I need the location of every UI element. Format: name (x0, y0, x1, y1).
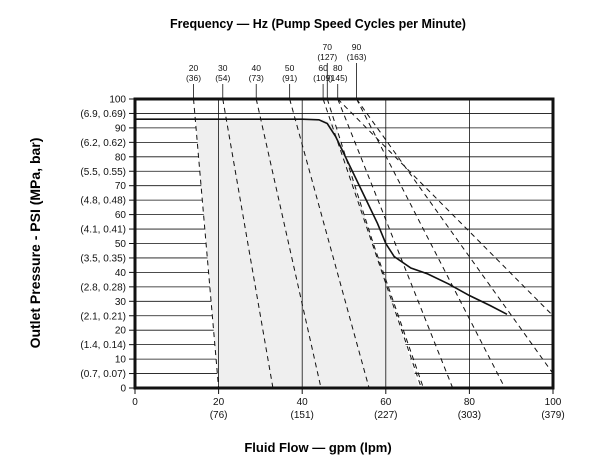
frequency-line (193, 98, 220, 389)
y-tick-label: 10 (115, 355, 127, 366)
frequency-cpm-label: (54) (215, 73, 230, 83)
y-tick-label: (4.1, 0.41) (80, 225, 126, 236)
x-tick-sublabel: (303) (458, 410, 481, 421)
frequency-line (322, 98, 422, 389)
frequency-lines (193, 98, 554, 389)
y-tick-label: 60 (115, 210, 127, 221)
chart-title: Frequency — Hz (Pump Speed Cycles per Mi… (170, 17, 466, 31)
frequency-line (255, 98, 322, 389)
grid-lines-overlay (218, 99, 470, 388)
x-tick-label: 40 (297, 397, 309, 408)
frequency-hz-label: 30 (218, 63, 228, 73)
frequency-cpm-label: (127) (317, 52, 337, 62)
x-tick-label: 100 (545, 397, 562, 408)
y-tick-label: 20 (115, 326, 127, 337)
y-axis-ticks: 100(6.9, 0.69)90(6.2, 0.62)80(5.5, 0.55)… (80, 95, 135, 395)
x-axis-title: Fluid Flow — gpm (lpm) (244, 440, 391, 455)
x-tick-label: 80 (464, 397, 476, 408)
frequency-hz-label: 70 (323, 42, 333, 52)
frequency-cpm-label: (36) (186, 73, 201, 83)
y-tick-label: (1.4, 0.14) (80, 340, 126, 351)
x-axis-ticks: 0 20 (76) 40 (151) 60 (227) 80 (303) 100 (379) (132, 388, 565, 421)
frequency-cpm-label: (109) (313, 73, 333, 83)
y-tick-label: (2.8, 0.28) (80, 282, 126, 293)
frequency-line (356, 98, 506, 389)
frequency-line (337, 98, 554, 317)
frequency-hz-label: 90 (352, 42, 362, 52)
performance-curve (135, 118, 508, 316)
y-tick-label: 30 (115, 297, 127, 308)
x-tick-label: 20 (213, 397, 225, 408)
y-tick-label: 90 (115, 123, 127, 134)
frequency-line (337, 98, 454, 389)
x-tick-sublabel: (151) (291, 410, 314, 421)
x-tick-label: 60 (380, 397, 392, 408)
y-tick-label: 70 (115, 181, 127, 192)
y-tick-label: (6.9, 0.69) (80, 109, 126, 120)
y-axis-title: Outlet Pressure - PSI (MPa, bar) (27, 138, 43, 349)
y-tick-label: (4.8, 0.48) (80, 196, 126, 207)
operating-region (195, 119, 420, 388)
y-tick-label: (2.1, 0.21) (80, 311, 126, 322)
y-tick-label: 0 (120, 384, 126, 395)
frequency-cpm-label: (91) (282, 73, 297, 83)
y-tick-label: 40 (115, 268, 127, 279)
frequency-cpm-label: (163) (347, 52, 367, 62)
y-tick-label: (5.5, 0.55) (80, 167, 126, 178)
frequency-line (289, 98, 370, 389)
frequency-hz-label: 60 (318, 63, 328, 73)
y-tick-label: 50 (115, 239, 127, 250)
x-tick-sublabel: (76) (210, 410, 228, 421)
frequency-cpm-label: (145) (328, 73, 348, 83)
frequency-hz-label: 50 (285, 63, 295, 73)
frequency-hz-label: 80 (333, 63, 343, 73)
frequency-hz-label: 40 (251, 63, 261, 73)
frequency-line (222, 98, 274, 389)
frequency-cpm-label: (73) (249, 73, 264, 83)
frequency-labels: 20(36) 30(54) 40(73) 50(91) 60(109) 70(127)80… (186, 42, 367, 99)
y-tick-label: (3.5, 0.35) (80, 253, 126, 264)
x-tick-label: 0 (132, 397, 138, 408)
frequency-line (356, 98, 554, 374)
y-tick-label: 80 (115, 152, 127, 163)
x-tick-sublabel: (379) (541, 410, 564, 421)
frequency-hz-label: 20 (189, 63, 199, 73)
frequency-line (326, 98, 424, 389)
y-tick-label: (6.2, 0.62) (80, 138, 126, 149)
y-tick-label: (0.7, 0.07) (80, 369, 126, 380)
x-tick-sublabel: (227) (374, 410, 397, 421)
y-tick-label: 100 (109, 95, 126, 106)
